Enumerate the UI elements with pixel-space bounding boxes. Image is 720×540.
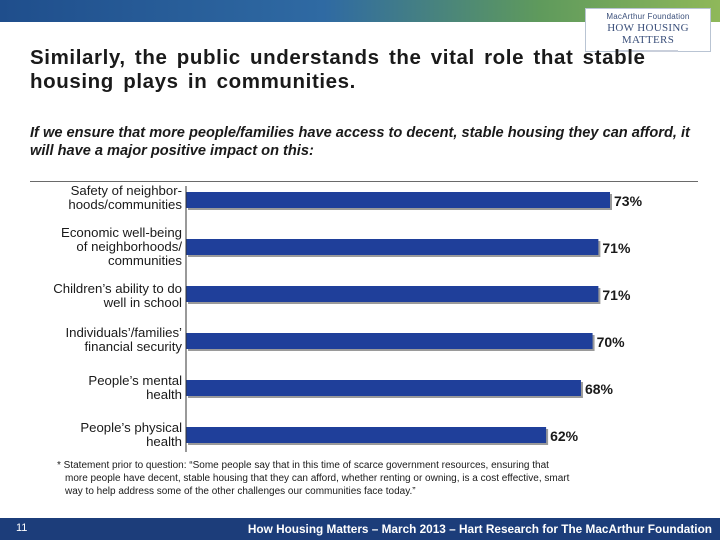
category-label-line: hoods/communities (68, 196, 182, 212)
category-label-line: Individuals’/families’ (65, 325, 182, 340)
bar (186, 380, 581, 396)
category-label-line: health (146, 433, 182, 449)
bar (186, 286, 599, 302)
category-label-line: Economic well-being (61, 225, 182, 240)
logo-line2: HOW HOUSING MATTERS (607, 22, 689, 46)
category-label: Safety of neighbor-hoods/communities (2, 184, 182, 212)
category-label: Economic well-being of neighborhoods/comm… (2, 226, 182, 268)
category-label-line: People’s physical (80, 420, 182, 435)
bar-value-label: 68% (585, 381, 614, 397)
category-label-line: Safety of neighbor- (70, 183, 182, 198)
category-label-line: financial security (84, 338, 182, 354)
category-label: Children’s ability to do well in school (2, 282, 182, 310)
category-label-line: communities (107, 252, 182, 268)
logo-line1: MacArthur Foundation (606, 12, 690, 21)
bar-value-label: 73% (614, 193, 643, 209)
bar-value-label: 71% (602, 240, 631, 256)
category-label-line: People’s mental (88, 373, 182, 388)
category-label-line: health (146, 386, 182, 402)
footer-bar: 11 How Housing Matters – March 2013 – Ha… (0, 518, 720, 540)
category-label: People’s mental health (2, 374, 182, 402)
bar-value-label: 70% (597, 334, 626, 350)
top-color-band (0, 0, 720, 22)
footnote-line3: way to help address some of the other ch… (65, 485, 416, 497)
divider-rule (30, 181, 698, 182)
bar (186, 192, 610, 208)
category-label: People’s physical health (2, 421, 182, 449)
slide-title: Similarly, the public understands the vi… (30, 46, 646, 94)
footer-text: How Housing Matters – March 2013 – Hart … (247, 522, 712, 536)
logo-underline (618, 50, 678, 52)
category-label-line: Children’s ability to do (53, 281, 182, 296)
footnote-line2: more people have decent, stable housing … (65, 472, 570, 484)
category-label-line: of neighborhoods/ (76, 238, 182, 254)
footnote-line1: * Statement prior to question: “Some peo… (57, 460, 549, 471)
footnote: * Statement prior to question: “Some peo… (57, 460, 697, 498)
bar-value-label: 62% (550, 428, 579, 444)
survey-question: If we ensure that more people/families h… (30, 125, 690, 159)
bar (186, 333, 593, 349)
page-number: 11 (16, 522, 28, 534)
macarthur-logo: MacArthur Foundation HOW HOUSING MATTERS (585, 8, 711, 52)
bar (186, 239, 599, 255)
category-label: Individuals’/families’ financial security (2, 326, 182, 354)
category-label-line: well in school (103, 294, 182, 310)
bar-value-label: 71% (602, 287, 631, 303)
bar (186, 427, 547, 443)
